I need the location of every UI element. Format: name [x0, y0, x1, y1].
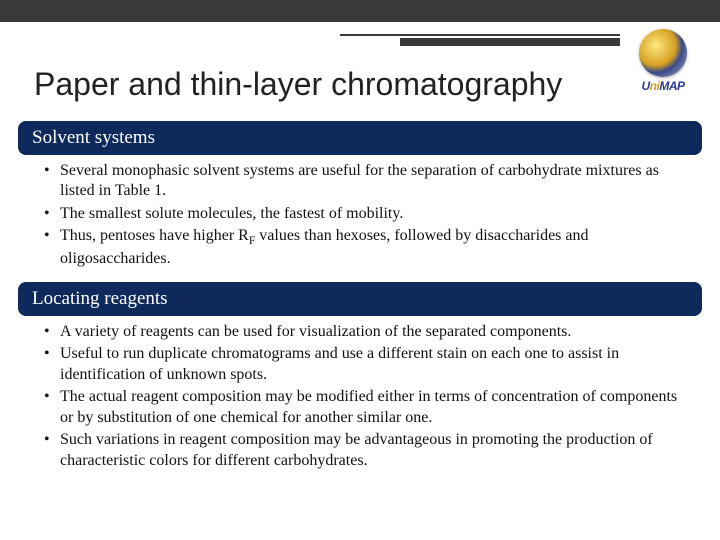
- list-item: The actual reagent composition may be mo…: [44, 387, 690, 428]
- list-item: The smallest solute molecules, the faste…: [44, 204, 690, 224]
- bullet-list-solvent: Several monophasic solvent systems are u…: [44, 161, 690, 270]
- bullet-list-locating: A variety of reagents can be used for vi…: [44, 322, 690, 471]
- accent-lines: [340, 34, 620, 46]
- section-heading-locating: Locating reagents: [18, 282, 702, 316]
- page-title: Paper and thin-layer chromatography: [34, 66, 720, 103]
- logo-label: UniMAP: [641, 79, 684, 93]
- top-bar: [0, 0, 720, 22]
- section-heading-solvent: Solvent systems: [18, 121, 702, 155]
- list-item: Several monophasic solvent systems are u…: [44, 161, 690, 202]
- list-item: A variety of reagents can be used for vi…: [44, 322, 690, 342]
- list-item: Thus, pentoses have higher RF values tha…: [44, 226, 690, 269]
- logo-emblem-icon: [639, 29, 687, 77]
- list-item: Such variations in reagent composition m…: [44, 430, 690, 471]
- list-item: Useful to run duplicate chromatograms an…: [44, 344, 690, 385]
- org-logo: UniMAP: [624, 22, 702, 100]
